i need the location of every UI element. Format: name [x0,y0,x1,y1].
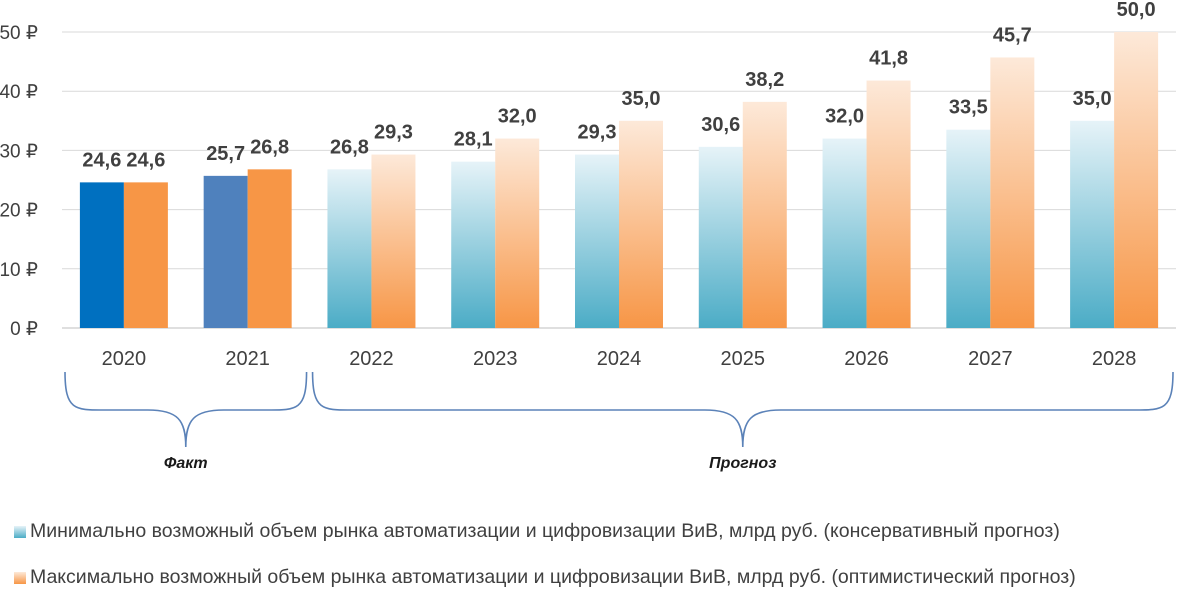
data-label-max-2025: 38,2 [745,69,784,91]
bars [79,32,1159,329]
data-label-min-2028: 35,0 [1073,88,1112,110]
y-tick-label: 0 ₽ [10,319,38,340]
data-label-min-2027: 33,5 [949,97,988,119]
data-labels: 24,6 24,6 25,7 26,8 26,829,3 28,132,029,335,0… [82,0,1155,171]
y-tick-label: 30 ₽ [0,141,38,162]
data-label-min-2022: 26,8 [330,136,369,158]
x-tick-label-2023: 2023 [473,348,518,370]
data-label-min-2025: 30,6 [701,114,740,136]
y-tick-label: 10 ₽ [0,260,38,281]
bar-min-2025 [698,146,743,328]
bar-max-2024 [619,120,663,328]
y-tick-label: 20 ₽ [0,201,38,222]
data-label-max-2023: 32,0 [498,106,537,128]
legend-swatch-max [14,572,26,584]
y-tick-label: 50 ₽ [0,23,38,44]
legend-item-min: Минимально возможный объем рынка автомат… [14,520,1060,543]
period-label: Факт [164,455,208,472]
bar-max-2027 [990,57,1035,329]
data-label-max-2028: 50,0 [1117,0,1156,21]
data-label-max-2026: 41,8 [869,48,908,70]
bar-max-2028 [1114,32,1159,328]
data-label-min-2020: 24,6 [82,149,121,171]
period-label: Прогноз [709,455,776,472]
data-label-max-2027: 45,7 [993,24,1032,46]
data-label-min-2026: 32,0 [825,106,864,128]
data-label-max-2022: 29,3 [374,122,413,144]
data-label-max-2020: 24,6 [126,149,165,171]
bar-max-2021 [247,169,292,328]
x-tick-label-2026: 2026 [844,348,889,370]
brace-2022-2028 [311,371,1174,448]
legend-swatch-min [14,526,26,538]
legend-label-min: Минимально возможный объем рынка автомат… [30,520,1060,542]
x-tick-label-2022: 2022 [349,348,394,370]
axes: 0 ₽ 10 ₽ 20 ₽ 30 ₽ 40 ₽ 50 ₽ 2020 2021 2022 2023 2… [0,23,1136,370]
bar-chart: 24,6 24,6 25,7 26,8 26,829,3 28,132,029,335,0… [0,0,1176,472]
period-braces: Факт Прогноз [64,371,1174,472]
x-tick-label-2028: 2028 [1092,348,1137,370]
bar-max-2025 [742,101,787,328]
data-label-min-2024: 29,3 [578,122,617,144]
bar-min-2027 [946,129,991,328]
x-tick-label-2021: 2021 [225,348,270,370]
bar-min-2028 [1070,120,1115,328]
bar-min-2020 [79,182,124,328]
data-label-min-2023: 28,1 [454,129,493,151]
bar-min-2026 [822,138,867,328]
x-tick-label-2024: 2024 [597,348,642,370]
brace-2020-2021 [64,371,308,448]
x-tick-label-2025: 2025 [721,348,766,370]
data-label-max-2024: 35,0 [622,88,661,110]
bar-min-2023 [451,161,496,328]
bar-max-2026 [866,80,911,328]
bar-min-2024 [575,154,619,328]
x-tick-label-2020: 2020 [102,348,147,370]
data-label-min-2021: 25,7 [206,143,245,165]
bar-max-2020 [123,182,168,328]
bar-min-2021 [203,175,248,328]
bar-min-2022 [327,169,372,328]
x-tick-label-2027: 2027 [968,348,1013,370]
bar-max-2023 [495,138,540,328]
legend-label-max: Максимально возможный объем рынка автома… [30,566,1076,588]
data-label-max-2021: 26,8 [250,136,289,158]
y-tick-label: 40 ₽ [0,82,38,103]
bar-max-2022 [371,154,416,328]
legend-item-max: Максимально возможный объем рынка автома… [14,566,1076,589]
